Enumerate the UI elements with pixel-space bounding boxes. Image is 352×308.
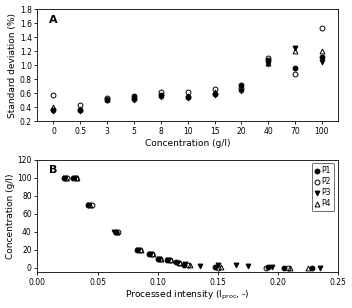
P2 <box>285 266 290 270</box>
P2 <box>150 252 154 256</box>
P2 <box>158 257 162 260</box>
X-axis label: Concentration (g/l): Concentration (g/l) <box>145 139 231 148</box>
Line: P3: P3 <box>63 175 322 270</box>
P1 <box>156 257 160 260</box>
P3 <box>63 176 67 180</box>
P1 <box>266 265 270 269</box>
P1 <box>147 252 151 256</box>
P4 <box>169 258 173 262</box>
P3 <box>270 265 274 269</box>
P4 <box>219 265 224 269</box>
P1 <box>86 203 90 206</box>
P2 <box>216 266 220 270</box>
P3 <box>157 257 161 260</box>
P2 <box>177 261 181 265</box>
P3 <box>73 176 77 180</box>
P4 <box>159 257 163 260</box>
P2 <box>116 230 120 233</box>
P4 <box>115 230 119 233</box>
P1 <box>174 260 178 264</box>
Y-axis label: Concentration (g/l): Concentration (g/l) <box>6 173 14 258</box>
P2 <box>74 176 78 180</box>
P2 <box>138 248 142 251</box>
P3 <box>197 264 202 268</box>
P3 <box>112 230 117 233</box>
P4 <box>75 176 79 180</box>
P1 <box>165 258 169 262</box>
P1 <box>213 265 218 269</box>
Text: B: B <box>49 165 58 175</box>
P1 <box>62 176 66 180</box>
X-axis label: Processed intensity (I$_{\mathregular{proc}}$, -): Processed intensity (I$_{\mathregular{pr… <box>125 289 250 302</box>
P1 <box>309 266 314 270</box>
P2 <box>264 266 268 270</box>
Legend: P1, P2, P3, P4: P1, P2, P3, P4 <box>312 164 334 211</box>
Line: P4: P4 <box>64 175 310 270</box>
P1 <box>113 230 118 233</box>
P2 <box>65 176 70 180</box>
P4 <box>288 266 292 270</box>
P3 <box>148 252 152 256</box>
P4 <box>306 266 310 270</box>
P1 <box>71 176 76 180</box>
P4 <box>88 203 93 206</box>
P3 <box>234 263 238 267</box>
P4 <box>139 248 143 251</box>
P2 <box>168 258 172 262</box>
P1 <box>182 263 186 267</box>
Y-axis label: Standard deviation (%): Standard deviation (%) <box>8 13 17 118</box>
P3 <box>318 266 322 270</box>
P3 <box>246 264 250 268</box>
P3 <box>183 262 187 266</box>
P4 <box>178 261 183 265</box>
P1 <box>282 266 286 270</box>
Text: A: A <box>49 15 58 25</box>
P3 <box>136 248 140 251</box>
P2 <box>89 203 94 206</box>
P4 <box>151 252 155 256</box>
P3 <box>87 203 91 206</box>
Line: P2: P2 <box>65 175 290 270</box>
P3 <box>175 261 179 265</box>
Line: P1: P1 <box>61 175 314 270</box>
P3 <box>166 258 171 262</box>
P4 <box>188 263 192 267</box>
P2 <box>186 263 190 267</box>
P3 <box>216 263 220 267</box>
P4 <box>64 176 68 180</box>
P1 <box>135 248 139 251</box>
